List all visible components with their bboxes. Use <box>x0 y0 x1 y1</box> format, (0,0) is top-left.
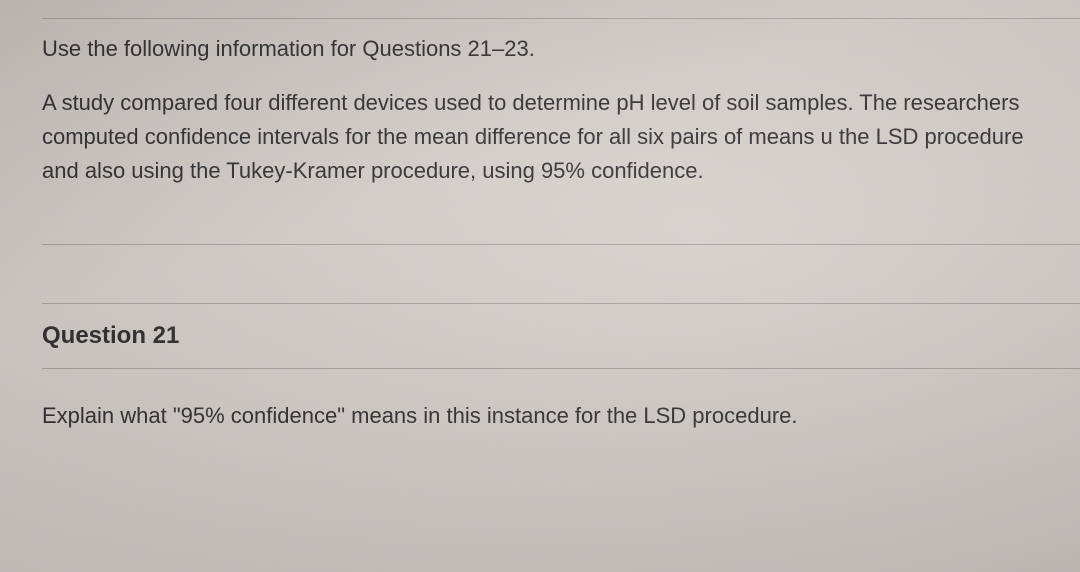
instruction-paragraph: A study compared four different devices … <box>42 86 1062 188</box>
question-page: Use the following information for Questi… <box>0 0 1080 572</box>
question-prompt: Explain what "95% confidence" means in t… <box>42 369 1080 429</box>
question-number-label: Question 21 <box>42 322 1080 350</box>
spacer <box>42 245 1080 303</box>
instruction-header: Use the following information for Questi… <box>42 35 1080 64</box>
instruction-block: Use the following information for Questi… <box>42 18 1080 244</box>
question-header-row: Question 21 <box>42 303 1080 369</box>
